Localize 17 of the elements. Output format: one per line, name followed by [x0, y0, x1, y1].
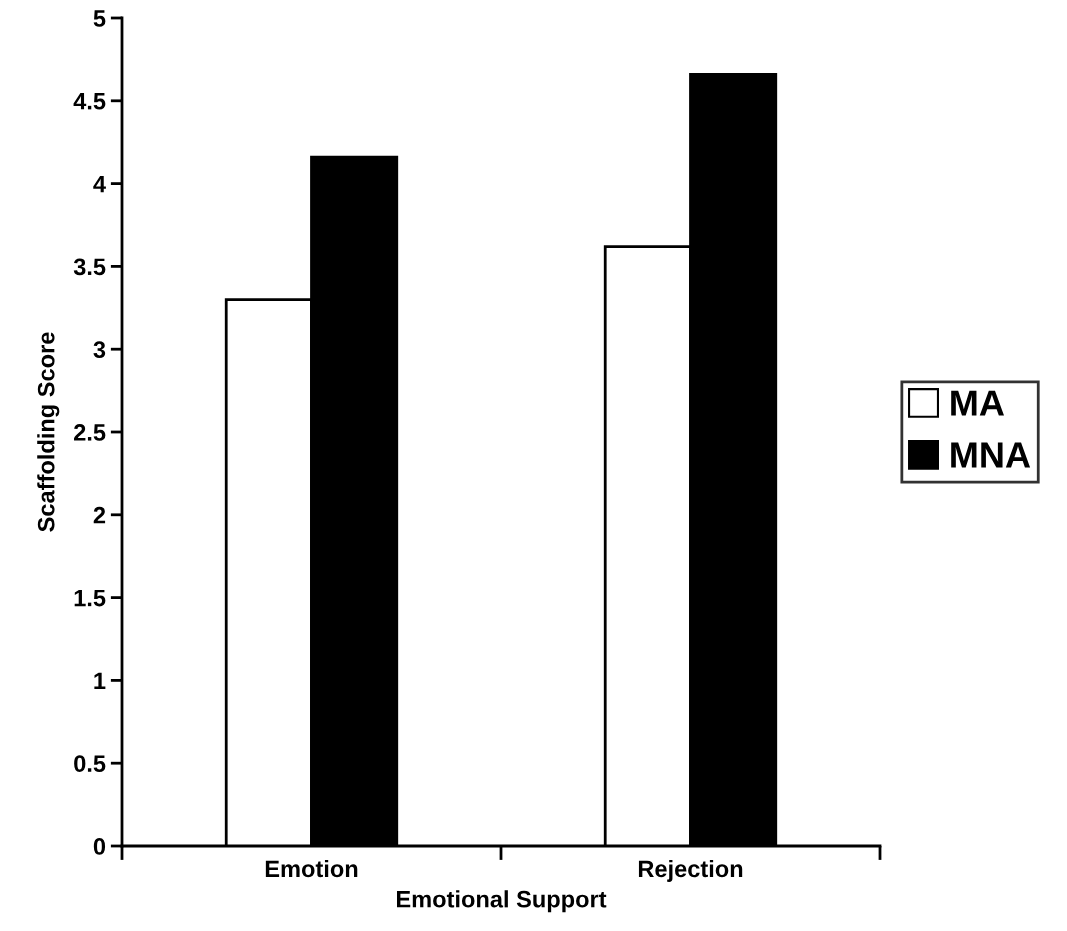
y-tick-label: 4.5 — [73, 93, 106, 110]
y-tick-label: 5 — [93, 10, 106, 27]
x-tick-label: Emotion — [265, 859, 358, 878]
y-tick-label: 3.5 — [73, 258, 106, 276]
legend-label: MA — [951, 390, 1004, 416]
y-tick-label: 0.5 — [74, 755, 106, 772]
y-tick-label: 2 — [93, 506, 106, 524]
y-tick-label: 1 — [94, 672, 106, 689]
y-tick-label: 1.5 — [74, 589, 106, 607]
y-tick-label: 3 — [93, 341, 106, 359]
x-tick-label: Rejection — [638, 859, 743, 882]
y-tick-label: 2.5 — [74, 424, 106, 441]
x-axis-title: Emotional Support — [397, 890, 607, 913]
y-tick-label: 0 — [93, 838, 106, 855]
legend-label: MNA — [951, 442, 1031, 468]
y-axis-title: Scaffolding Score — [37, 332, 60, 532]
y-tick-label: 4 — [93, 175, 106, 193]
